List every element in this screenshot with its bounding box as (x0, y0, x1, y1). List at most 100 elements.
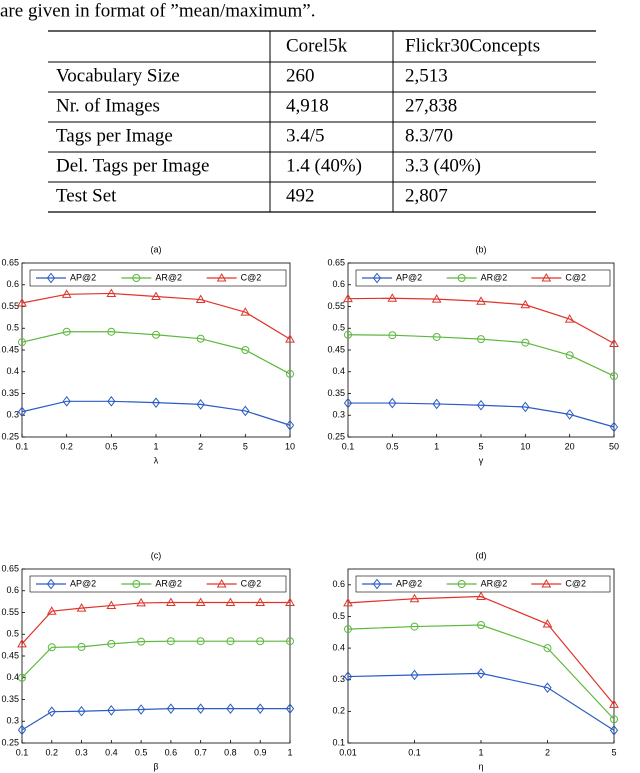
y-tick-label: 0.4 (6, 672, 19, 682)
x-tick-label: 1 (434, 441, 439, 451)
marker (542, 619, 553, 628)
y-tick-label: 0.4 (6, 366, 19, 376)
marker (543, 682, 552, 693)
legend-label: AP@2 (396, 272, 422, 282)
marker (286, 369, 294, 378)
marker (240, 307, 251, 316)
plot-area (347, 262, 615, 438)
marker (77, 642, 86, 651)
y-tick-label: 0.5 (332, 611, 345, 621)
marker (476, 591, 486, 601)
marker (431, 294, 442, 303)
marker (18, 338, 26, 347)
y-tick-label: 0.6 (332, 579, 345, 589)
marker (609, 699, 619, 708)
marker (609, 338, 619, 347)
marker (344, 625, 352, 634)
marker (47, 643, 56, 652)
y-tick-label: 0.65 (1, 257, 19, 267)
y-tick-label: 0.45 (1, 344, 19, 354)
x-tick-label: 0.3 (75, 747, 88, 757)
marker (477, 620, 485, 629)
marker (372, 578, 382, 590)
x-tick-label: 0.2 (60, 441, 73, 451)
marker (195, 597, 206, 606)
x-tick-label: 1 (153, 441, 158, 451)
x-tick-label: 5 (611, 747, 616, 757)
marker (132, 274, 141, 282)
table-cell: 2,513 (405, 65, 448, 86)
y-tick-label: 0.4 (332, 642, 345, 652)
series-line (21, 640, 290, 679)
x-tick-label: 5 (478, 441, 483, 451)
series-line (347, 297, 615, 345)
legend-label: C@2 (565, 578, 586, 588)
marker (565, 351, 574, 360)
marker (410, 622, 419, 631)
marker (343, 293, 353, 303)
legend-label: C@2 (565, 272, 586, 282)
marker (76, 603, 87, 612)
y-tick-label: 0.6 (6, 279, 19, 289)
marker (46, 578, 56, 590)
marker (343, 397, 353, 409)
x-tick-label: 0.6 (165, 747, 178, 757)
x-axis-label: γ (479, 455, 484, 465)
y-tick-label: 0.6 (6, 585, 19, 595)
marker (136, 704, 146, 715)
y-tick-label: 0.55 (1, 607, 19, 617)
y-tick-label: 0.3 (332, 410, 345, 420)
y-tick-label: 0.5 (6, 629, 19, 639)
marker (286, 637, 294, 646)
y-tick-label: 0.3 (332, 674, 345, 684)
x-tick-label: 5 (243, 441, 248, 451)
y-tick-label: 0.45 (327, 344, 345, 354)
y-tick-label: 0.4 (332, 366, 345, 376)
marker (241, 346, 250, 354)
legend-label: AP@2 (70, 272, 96, 282)
y-tick-label: 0.55 (327, 301, 345, 311)
chart: (d)η0.10.20.30.40.50.60.01 0.1 1 2 5AP@2 AR@2… (332, 550, 619, 771)
marker (609, 421, 619, 433)
marker (476, 399, 486, 411)
table-cell: 8.3/70 (405, 125, 453, 146)
x-tick-label: 0.5 (386, 441, 399, 451)
marker (17, 638, 27, 648)
marker (388, 331, 397, 340)
table-cell: 3.4/5 (286, 125, 325, 146)
marker (151, 397, 161, 408)
marker (17, 298, 27, 307)
marker (18, 673, 26, 682)
y-tick-label: 0.2 (332, 706, 345, 716)
marker (107, 639, 116, 648)
x-tick-label: 0.8 (224, 747, 237, 757)
marker (241, 405, 250, 417)
chart: (a)λ0.250.30.350.40.450.50.550.60.650.1 0… (1, 244, 295, 465)
y-tick-label: 0.35 (1, 388, 19, 398)
table-header: Corel5k (286, 35, 348, 56)
marker (610, 715, 618, 724)
y-tick-label: 0.5 (6, 323, 19, 333)
marker (46, 272, 56, 284)
marker (520, 299, 531, 309)
marker (62, 396, 71, 407)
y-tick-label: 0.65 (327, 257, 345, 267)
series-line (348, 402, 615, 428)
y-tick-label: 0.55 (1, 301, 19, 311)
x-tick-label: 0.5 (135, 747, 148, 757)
x-tick-label: 0.2 (46, 747, 59, 757)
x-axis-label: η (478, 761, 483, 771)
marker (343, 671, 353, 682)
caption: are given in format of ”mean/maximum”. (0, 0, 316, 21)
x-axis-label: β (153, 761, 158, 771)
marker (343, 597, 353, 607)
x-tick-label: 0.7 (194, 747, 207, 757)
table-cell: 260 (286, 65, 315, 86)
marker (521, 401, 530, 413)
y-tick-label: 0.3 (6, 410, 19, 420)
marker (17, 406, 27, 418)
marker (410, 669, 419, 681)
marker (107, 327, 116, 336)
x-axis-label: λ (154, 455, 159, 465)
table-cell: 4,918 (286, 95, 329, 116)
